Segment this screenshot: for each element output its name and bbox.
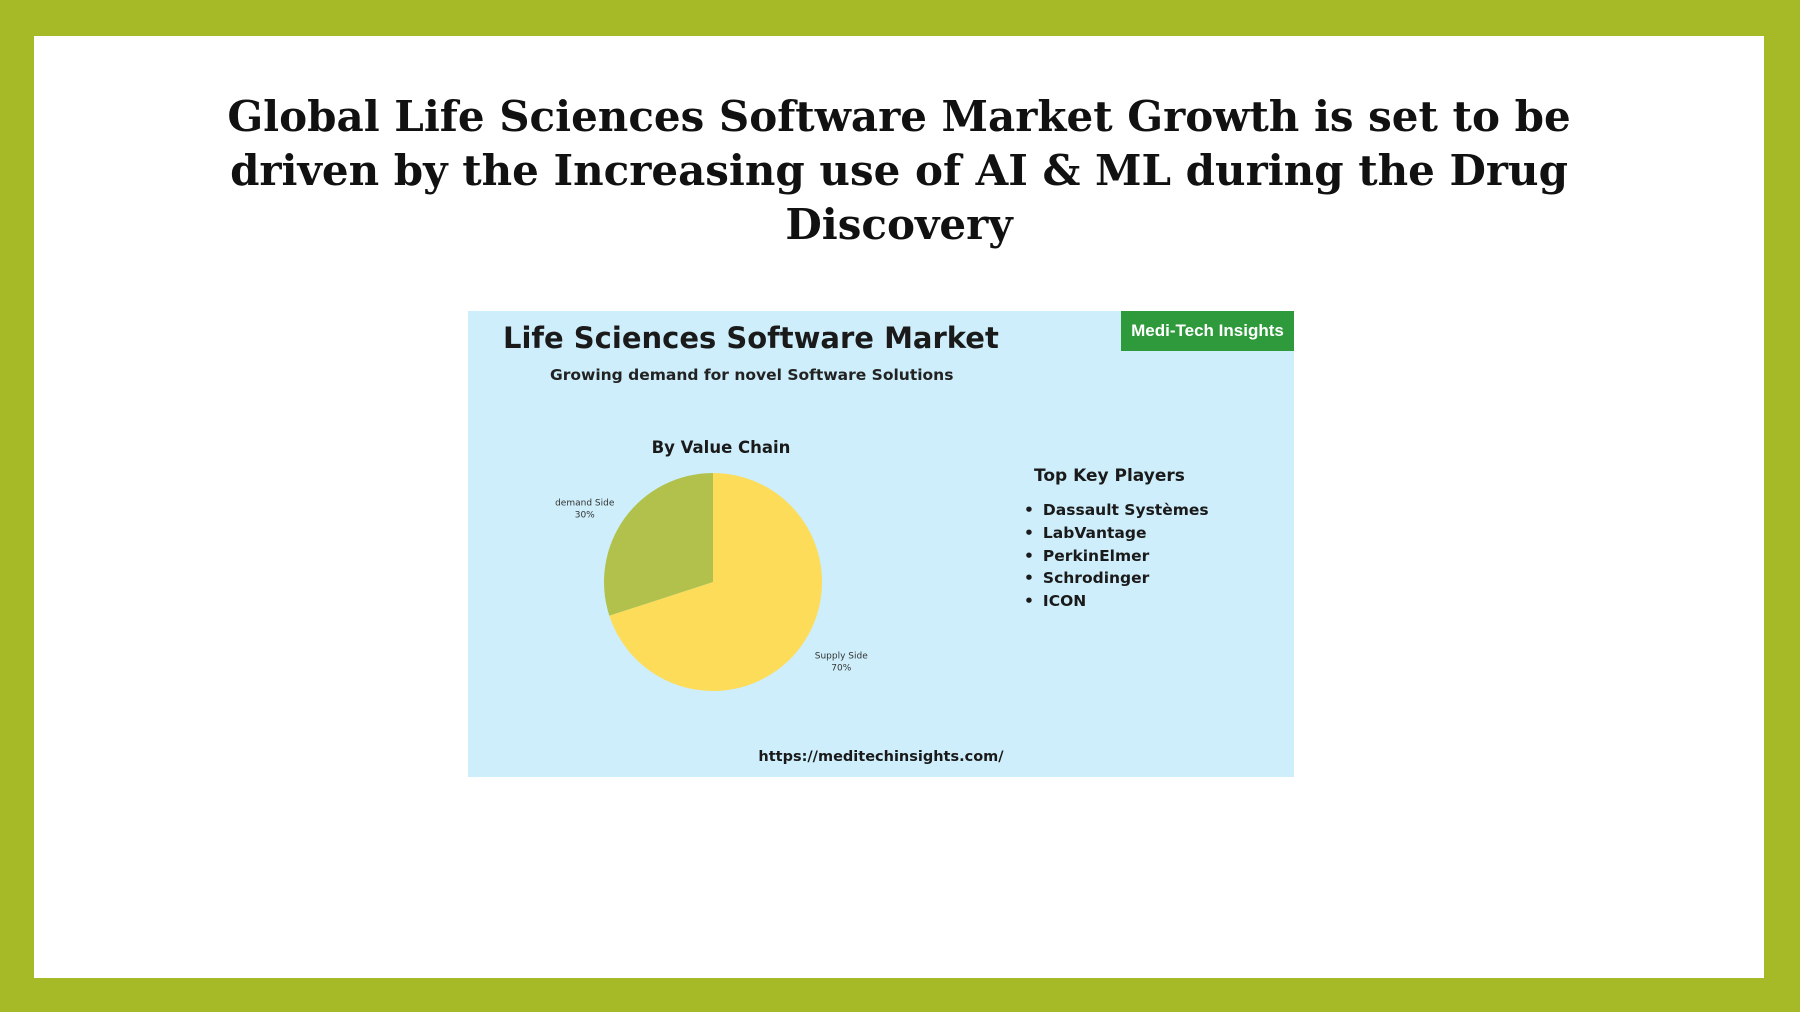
source-url[interactable]: https://meditechinsights.com/ [758,749,1004,765]
headline-line-1: Global Life Sciences Software Market Gro… [227,92,1571,141]
infographic-subtitle: Growing demand for novel Software Soluti… [550,366,954,384]
pie-slice-demand-side [604,473,713,616]
pie-value-label: 70% [831,663,851,673]
pie-labels: Supply Side 70% demand Side 30% [555,499,868,674]
chart-title: By Value Chain [652,438,791,457]
slide-frame: Global Life Sciences Software Market Gro… [34,36,1764,978]
key-player-item: LabVantage [1024,522,1209,545]
brand-logo: Medi-Tech Insights [1121,311,1294,351]
pie-label: Supply Side [815,651,868,661]
infographic-title: Life Sciences Software Market [503,321,999,355]
value-chain-pie-chart: By Value Chain Supply Side 70% demand Side… [555,438,868,691]
pie-value-label: 30% [575,511,595,521]
slide-headline: Global Life Sciences Software Market Gro… [34,90,1764,252]
market-infographic: Life Sciences Software Market Growing de… [468,311,1294,777]
pie-slice-supply-side [609,473,822,691]
key-players-list: Dassault SystèmesLabVantagePerkinElmerSc… [1024,499,1209,613]
headline-line-3: Discovery [785,200,1013,249]
key-player-item: Dassault Systèmes [1024,499,1209,522]
pie-label: demand Side [555,499,615,509]
key-player-item: ICON [1024,590,1209,613]
key-player-item: PerkinElmer [1024,545,1209,568]
pie-slices [604,473,822,691]
headline-line-2: driven by the Increasing use of AI & ML … [230,146,1568,195]
key-players-heading: Top Key Players [1034,466,1185,486]
key-player-item: Schrodinger [1024,567,1209,590]
